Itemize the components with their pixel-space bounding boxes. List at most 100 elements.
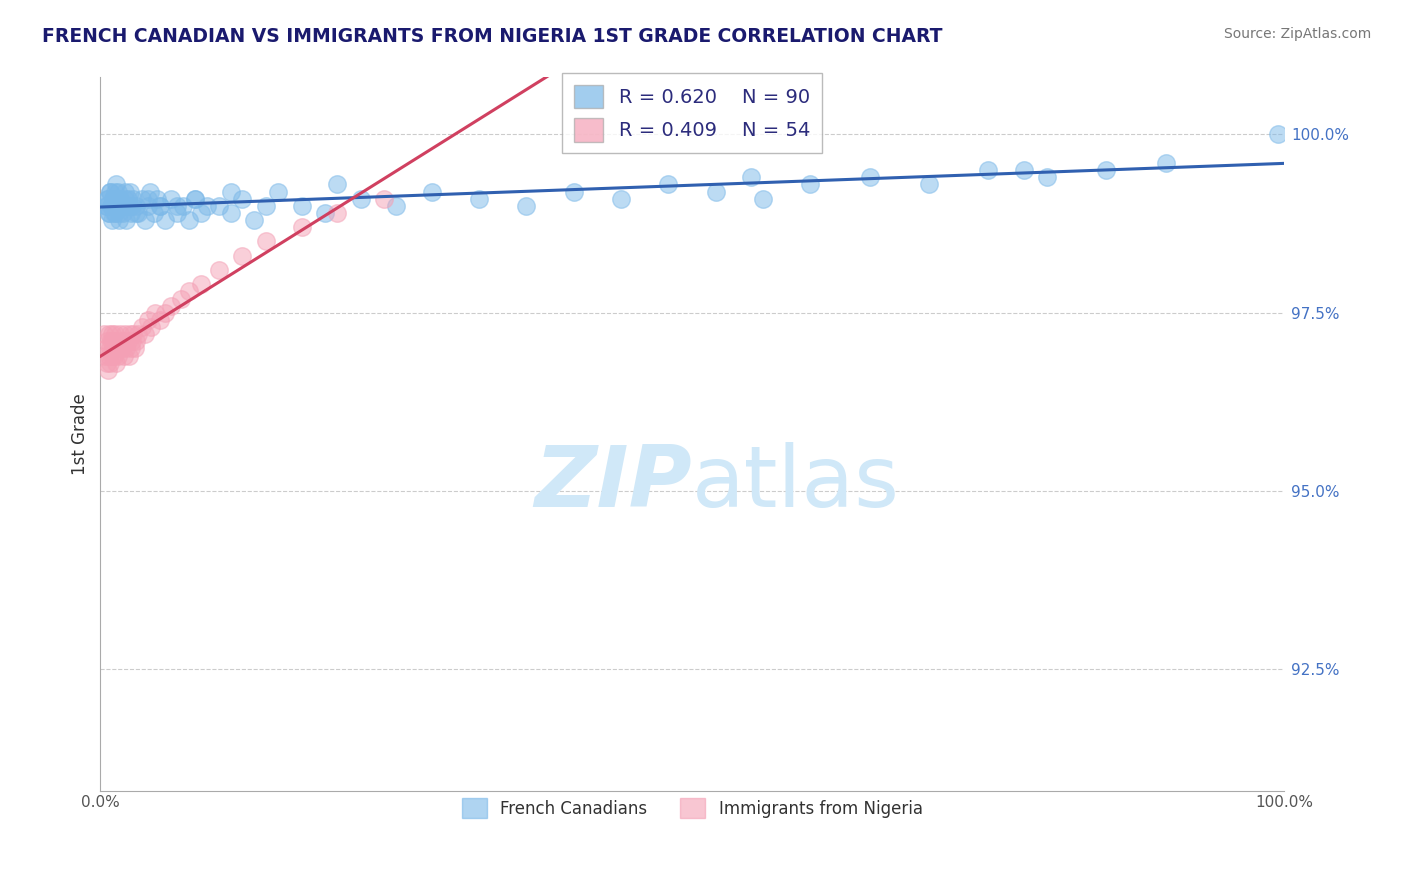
Point bbox=[1012, 163, 1035, 178]
Point bbox=[97, 363, 120, 377]
Point bbox=[103, 349, 125, 363]
Point bbox=[136, 192, 159, 206]
Point bbox=[111, 342, 134, 356]
Point bbox=[111, 334, 134, 349]
Point bbox=[195, 199, 218, 213]
Point bbox=[420, 185, 443, 199]
Point bbox=[124, 342, 146, 356]
Point bbox=[96, 199, 118, 213]
Point bbox=[290, 199, 312, 213]
Point bbox=[112, 199, 135, 213]
Point bbox=[96, 192, 118, 206]
Point bbox=[114, 185, 136, 199]
Point bbox=[208, 263, 231, 277]
Point bbox=[184, 192, 207, 206]
Point bbox=[98, 185, 121, 199]
Point bbox=[100, 199, 122, 213]
Point bbox=[97, 327, 120, 342]
Point bbox=[118, 349, 141, 363]
Point bbox=[170, 292, 193, 306]
Point bbox=[115, 342, 138, 356]
Point bbox=[142, 206, 165, 220]
Point bbox=[184, 192, 207, 206]
Point bbox=[752, 192, 775, 206]
Point bbox=[97, 192, 120, 206]
Point bbox=[112, 349, 135, 363]
Point bbox=[515, 199, 537, 213]
Point bbox=[350, 192, 373, 206]
Point bbox=[101, 327, 124, 342]
Point bbox=[134, 213, 156, 227]
Point bbox=[155, 306, 177, 320]
Point bbox=[918, 178, 941, 192]
Point bbox=[254, 199, 277, 213]
Point bbox=[96, 199, 118, 213]
Point bbox=[243, 213, 266, 227]
Point bbox=[231, 249, 253, 263]
Point bbox=[120, 206, 142, 220]
Point bbox=[208, 199, 231, 213]
Point bbox=[190, 206, 212, 220]
Point bbox=[107, 349, 129, 363]
Point bbox=[468, 192, 491, 206]
Point bbox=[103, 334, 125, 349]
Point bbox=[148, 199, 170, 213]
Point bbox=[101, 192, 124, 206]
Text: atlas: atlas bbox=[692, 442, 900, 525]
Point bbox=[385, 199, 408, 213]
Point bbox=[103, 206, 125, 220]
Point bbox=[121, 199, 143, 213]
Point bbox=[610, 192, 633, 206]
Point bbox=[108, 342, 131, 356]
Point bbox=[107, 206, 129, 220]
Text: Source: ZipAtlas.com: Source: ZipAtlas.com bbox=[1223, 27, 1371, 41]
Point bbox=[111, 199, 134, 213]
Point bbox=[122, 327, 145, 342]
Point bbox=[125, 199, 148, 213]
Point bbox=[155, 213, 177, 227]
Point bbox=[125, 334, 148, 349]
Point bbox=[98, 206, 121, 220]
Point bbox=[97, 206, 120, 220]
Point bbox=[125, 206, 148, 220]
Point bbox=[118, 185, 141, 199]
Point bbox=[131, 320, 153, 334]
Point bbox=[657, 178, 679, 192]
Point bbox=[146, 192, 169, 206]
Point bbox=[101, 213, 124, 227]
Legend: French Canadians, Immigrants from Nigeria: French Canadians, Immigrants from Nigeri… bbox=[456, 791, 929, 825]
Point bbox=[118, 327, 141, 342]
Point bbox=[859, 170, 882, 185]
Point bbox=[139, 185, 162, 199]
Point bbox=[290, 220, 312, 235]
Point bbox=[96, 356, 118, 370]
Point bbox=[160, 192, 183, 206]
Point bbox=[143, 306, 166, 320]
Point bbox=[1036, 170, 1059, 185]
Y-axis label: 1st Grade: 1st Grade bbox=[72, 393, 89, 475]
Point bbox=[104, 185, 127, 199]
Point bbox=[977, 163, 1000, 178]
Point bbox=[107, 192, 129, 206]
Point bbox=[93, 327, 115, 342]
Point bbox=[117, 192, 139, 206]
Point bbox=[127, 206, 149, 220]
Point bbox=[110, 192, 132, 206]
Point bbox=[160, 299, 183, 313]
Point bbox=[562, 185, 585, 199]
Point bbox=[740, 170, 762, 185]
Point bbox=[104, 356, 127, 370]
Point bbox=[148, 313, 170, 327]
Point bbox=[373, 192, 395, 206]
Point bbox=[100, 199, 122, 213]
Point bbox=[104, 327, 127, 342]
Point bbox=[136, 199, 159, 213]
Point bbox=[166, 199, 188, 213]
Point bbox=[115, 213, 138, 227]
Point bbox=[179, 213, 201, 227]
Point bbox=[100, 185, 122, 199]
Point bbox=[105, 334, 128, 349]
Point bbox=[108, 213, 131, 227]
Point bbox=[314, 206, 336, 220]
Point bbox=[136, 313, 159, 327]
